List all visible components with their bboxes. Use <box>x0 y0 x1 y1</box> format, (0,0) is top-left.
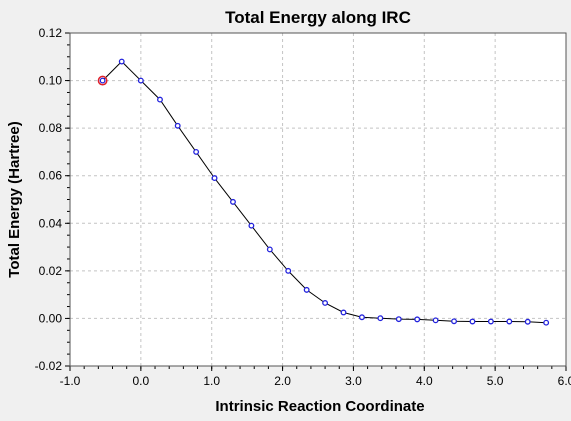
data-point <box>322 300 329 306</box>
axes: -1.0 0.0 1.0 2.0 3.0 4.0 5.0 6.0 -0.02 0.00 0.02 0.… <box>35 26 571 388</box>
grid-lines <box>70 33 566 366</box>
data-point <box>340 309 347 316</box>
y-tick-label: 0.08 <box>39 121 63 135</box>
x-tick-label: 5.0 <box>487 374 504 388</box>
plot-frame <box>69 32 567 367</box>
data-point <box>432 317 439 324</box>
x-tick-label: 4.0 <box>416 374 433 388</box>
y-tick-label: 0.04 <box>39 216 63 230</box>
y-tick-label: 0.10 <box>39 74 63 88</box>
x-tick-label: 2.0 <box>274 374 291 388</box>
data-point <box>193 148 200 155</box>
chart-title: Total Energy along IRC <box>225 8 411 27</box>
data-point <box>230 198 236 205</box>
y-tick-label: 0.02 <box>39 264 63 278</box>
data-point <box>248 222 255 229</box>
x-tick-label: -1.0 <box>60 374 81 388</box>
data-point <box>118 58 125 65</box>
data-point <box>506 318 513 325</box>
data-point <box>211 175 218 182</box>
plot-area <box>70 33 566 366</box>
x-tick-label: 0.0 <box>133 374 150 388</box>
y-tick-label: -0.02 <box>35 359 63 373</box>
data-point <box>395 316 402 323</box>
data-point <box>524 318 531 325</box>
data-point <box>487 318 494 325</box>
data-point <box>266 246 273 253</box>
series-energy <box>97 58 550 326</box>
data-point <box>377 315 384 322</box>
y-axis-label: Total Energy (Hartree) <box>6 121 23 277</box>
data-point <box>157 96 163 103</box>
data-point <box>451 318 457 325</box>
x-tick-label: 6.0 <box>558 374 571 388</box>
data-point <box>414 316 421 323</box>
x-tick-label: 1.0 <box>203 374 220 388</box>
data-point <box>137 77 144 84</box>
x-tick-label: 3.0 <box>345 374 362 388</box>
data-point <box>303 286 310 293</box>
data-point <box>99 77 106 84</box>
y-tick-label: 0.12 <box>39 26 63 40</box>
y-tick-label: 0.06 <box>39 169 63 183</box>
y-tick-label: 0.00 <box>39 311 63 325</box>
data-point <box>358 314 365 321</box>
data-point <box>543 319 550 326</box>
data-point <box>174 122 181 129</box>
x-axis-label: Intrinsic Reaction Coordinate <box>215 398 424 415</box>
highlighted-point <box>97 75 108 86</box>
data-point <box>469 318 476 325</box>
data-point <box>285 267 292 274</box>
